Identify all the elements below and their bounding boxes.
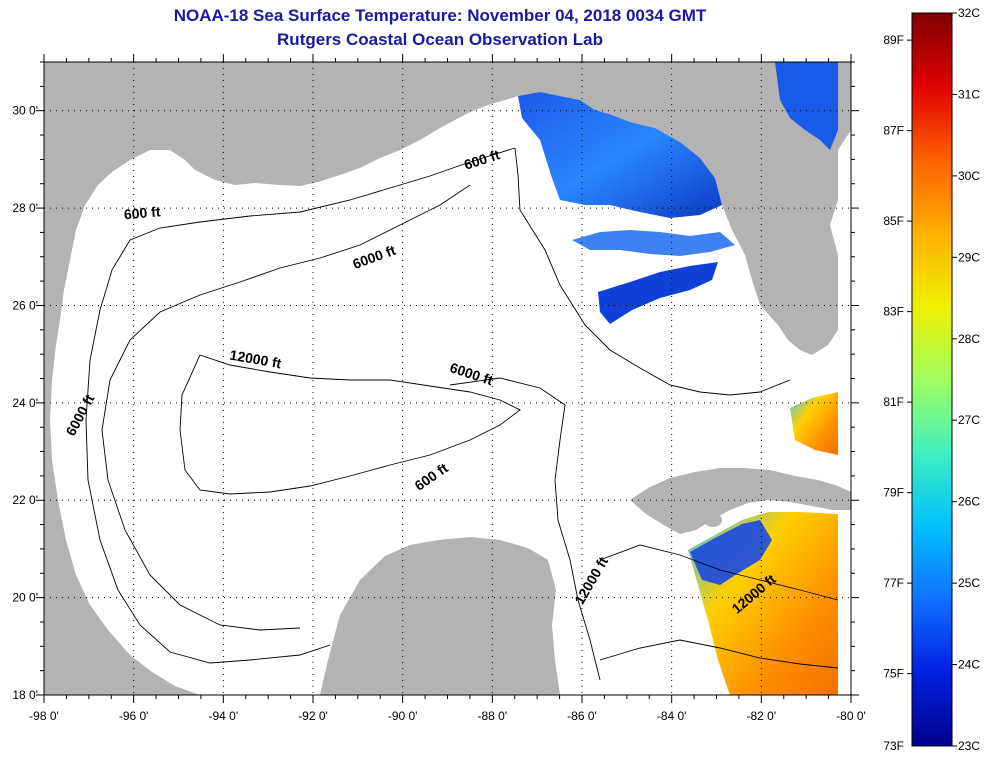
land-cuba bbox=[630, 468, 851, 534]
y-tick-label: 24 0' bbox=[12, 396, 38, 410]
colorbar-label-f: 87F bbox=[883, 124, 904, 138]
x-tick-label: -86 0' bbox=[567, 709, 597, 723]
x-tick-label: -84 0' bbox=[657, 709, 687, 723]
contour-6000ft bbox=[101, 184, 471, 631]
sst-patch-upper bbox=[572, 230, 735, 256]
map-subtitle: Rutgers Coastal Ocean Observation Lab bbox=[277, 30, 603, 49]
sst-patch-caribbean-blue bbox=[690, 520, 772, 585]
x-tick-label: -92 0' bbox=[298, 709, 328, 723]
x-tick-label: -80 0' bbox=[836, 709, 866, 723]
contour-600ft-east bbox=[514, 147, 791, 396]
land-isle-of-youth bbox=[704, 513, 722, 527]
x-tick-label: -82 0' bbox=[747, 709, 777, 723]
colorbar-label-f: 83F bbox=[883, 305, 904, 319]
contour-6000ft-east bbox=[449, 377, 601, 681]
x-tick-label: -94 0' bbox=[209, 709, 239, 723]
sst-swath-northeast bbox=[518, 92, 722, 218]
land-yucatan bbox=[320, 537, 560, 695]
sst-patch-keys bbox=[790, 392, 838, 455]
contour-12000ft-cayman bbox=[599, 544, 839, 601]
colorbar-label-f: 73F bbox=[883, 739, 904, 753]
land-usa bbox=[44, 62, 851, 355]
x-tick-label: -96 0' bbox=[119, 709, 149, 723]
colorbar-label-f: 81F bbox=[883, 395, 904, 409]
map-title: NOAA-18 Sea Surface Temperature: Novembe… bbox=[173, 6, 707, 25]
contour-600ft bbox=[85, 147, 516, 664]
x-tick-label: -98 0' bbox=[29, 709, 59, 723]
contour-label: 600 ft bbox=[123, 203, 161, 222]
colorbar-label-c: 28C bbox=[958, 332, 980, 346]
land-mexico bbox=[44, 345, 200, 695]
colorbar bbox=[911, 12, 953, 747]
x-tick-label: -90 0' bbox=[388, 709, 418, 723]
colorbar-label-c: 30C bbox=[958, 169, 980, 183]
colorbar-label-c: 31C bbox=[958, 87, 980, 101]
colorbar-label-c: 25C bbox=[958, 576, 980, 590]
y-tick-label: 22 0' bbox=[12, 493, 38, 507]
colorbar-label-c: 32C bbox=[958, 6, 980, 20]
bathymetry-contours bbox=[85, 147, 839, 681]
colorbar-label-f: 79F bbox=[883, 486, 904, 500]
contour-12000ft bbox=[179, 354, 521, 495]
y-tick-label: 30 0' bbox=[12, 104, 38, 118]
colorbar-label-c: 26C bbox=[958, 495, 980, 509]
colorbar-label-f: 85F bbox=[883, 214, 904, 228]
colorbar-label-c: 24C bbox=[958, 658, 980, 672]
colorbar-label-c: 29C bbox=[958, 250, 980, 264]
colorbar-label-c: 27C bbox=[958, 413, 980, 427]
x-tick-label: -88 0' bbox=[478, 709, 508, 723]
colorbar-label-f: 75F bbox=[883, 667, 904, 681]
colorbar-label-f: 89F bbox=[883, 33, 904, 47]
y-tick-label: 28 0' bbox=[12, 201, 38, 215]
sst-patch-central bbox=[598, 262, 718, 324]
y-tick-label: 18 0' bbox=[12, 688, 38, 702]
colorbar-label-c: 23C bbox=[958, 739, 980, 753]
axes: -98 0' -96 0' -94 0' -92 0' -90 0' -88 0' -86 … bbox=[12, 54, 866, 723]
y-tick-label: 26 0' bbox=[12, 298, 38, 312]
colorbar-labels: 89F 87F 85F 83F 81F 79F 77F 75F 73F 32C 31C 30C 29C 2… bbox=[883, 6, 980, 753]
sst-patch-florida-east bbox=[775, 62, 838, 150]
graticule bbox=[44, 62, 851, 695]
colorbar-label-f: 77F bbox=[883, 576, 904, 590]
contour-12000ft-cayman-2 bbox=[599, 639, 839, 669]
y-tick-label: 20 0' bbox=[12, 591, 38, 605]
